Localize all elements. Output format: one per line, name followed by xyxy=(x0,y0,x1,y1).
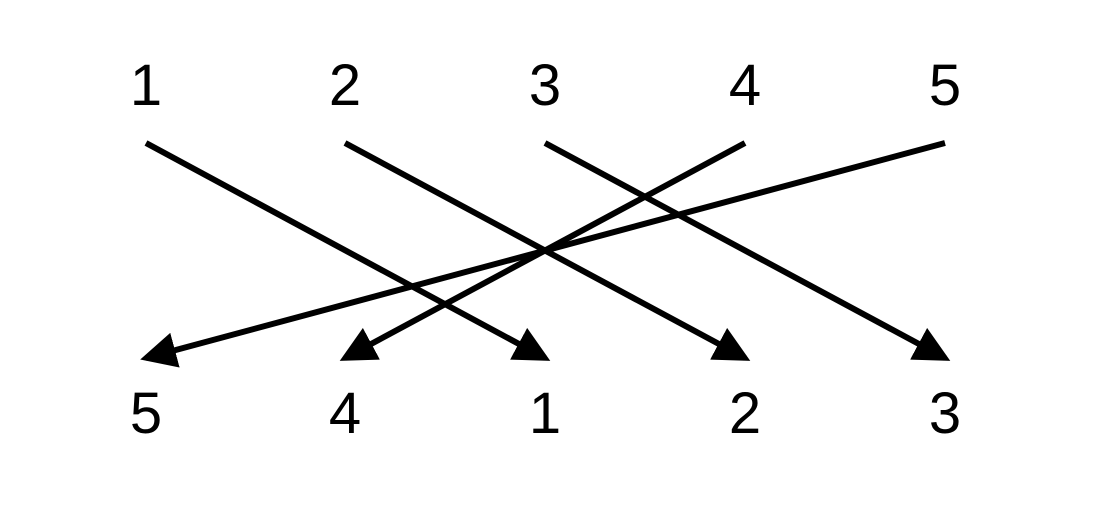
arrow-top-1-to-bottom-1 xyxy=(146,143,545,358)
top-label-3: 3 xyxy=(529,53,561,118)
bottom-row: 5 4 1 2 3 xyxy=(130,381,961,446)
bottom-label-3: 3 xyxy=(929,381,961,446)
bottom-label-2: 2 xyxy=(729,381,761,446)
top-label-5: 5 xyxy=(929,53,961,118)
bottom-label-4: 4 xyxy=(329,381,361,446)
arrows-group xyxy=(146,143,945,358)
top-row: 1 2 3 4 5 xyxy=(130,53,961,118)
arrow-top-5-to-bottom-5 xyxy=(146,143,945,358)
top-label-4: 4 xyxy=(729,53,761,118)
bottom-label-5: 5 xyxy=(130,381,162,446)
top-label-2: 2 xyxy=(329,53,361,118)
bottom-label-1: 1 xyxy=(529,381,561,446)
arrow-top-3-to-bottom-3 xyxy=(545,143,945,358)
top-label-1: 1 xyxy=(130,53,162,118)
